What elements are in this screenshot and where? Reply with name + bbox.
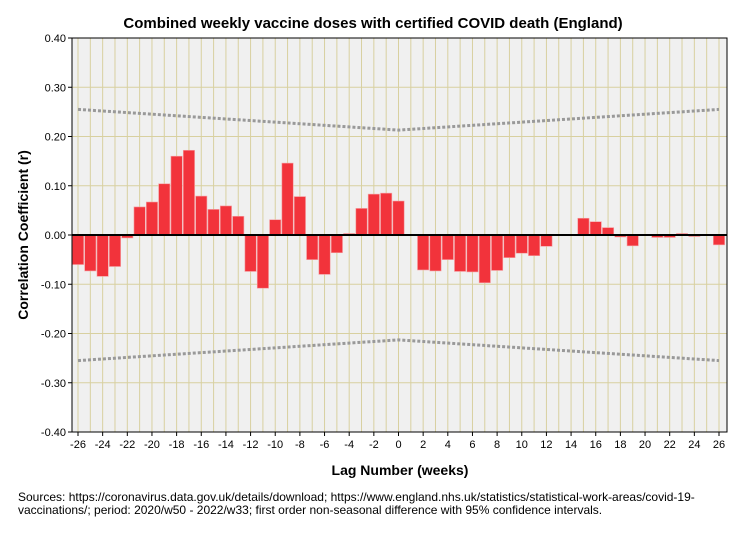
x-tick-label: -8 (295, 439, 305, 451)
bar (207, 209, 220, 236)
y-tick-label: -0.40 (41, 427, 66, 439)
bar (133, 206, 146, 236)
bar (96, 234, 109, 277)
x-tick-label: 8 (494, 439, 500, 451)
bar (355, 208, 368, 236)
y-tick-label: -0.10 (41, 279, 66, 291)
bar (478, 234, 491, 284)
bar (417, 234, 430, 271)
x-tick-label: -10 (267, 439, 283, 451)
x-tick-label: -26 (70, 439, 86, 451)
y-axis-label: Correlation Coefficient (r) (15, 150, 31, 320)
x-axis-label: Lag Number (weeks) (332, 462, 469, 478)
bar (626, 234, 639, 247)
y-tick-label: 0.00 (45, 230, 66, 242)
bar (232, 215, 245, 236)
x-tick-label: 26 (713, 439, 725, 451)
sources-note: Sources: https://coronavirus.data.gov.uk… (18, 490, 695, 517)
x-tick-label: 18 (614, 439, 626, 451)
bar (158, 183, 171, 236)
y-tick-label: -0.20 (41, 329, 66, 341)
y-tick-label: -0.30 (41, 378, 66, 390)
bar (429, 234, 442, 272)
x-tick-label: 0 (395, 439, 401, 451)
bar (72, 234, 84, 265)
x-tick-label: 14 (565, 439, 577, 451)
bar (244, 234, 257, 272)
x-tick-label: 20 (639, 439, 651, 451)
x-tick-label: 6 (469, 439, 475, 451)
bar (491, 234, 504, 271)
plot-frame (71, 37, 728, 433)
lower-confidence-bound (77, 338, 720, 363)
bar (84, 234, 97, 272)
bar (441, 234, 454, 260)
x-tick-label: -24 (95, 439, 111, 451)
bar (318, 234, 331, 275)
x-tick-label: -4 (344, 439, 354, 451)
x-tick-label: 10 (516, 439, 528, 451)
bar (503, 234, 516, 258)
bar (589, 221, 602, 236)
x-tick-label: 16 (590, 439, 602, 451)
bar (219, 205, 232, 236)
y-tick-label: 0.10 (45, 181, 66, 193)
bar (602, 227, 615, 236)
bar (367, 193, 380, 236)
bar (269, 219, 282, 236)
chart-title: Combined weekly vaccine doses with certi… (123, 15, 622, 32)
bar (577, 217, 590, 236)
y-tick-label: 0.40 (45, 33, 66, 45)
x-tick-label: -16 (193, 439, 209, 451)
y-tick-label: 0.20 (45, 132, 66, 144)
bar (182, 149, 195, 236)
bar (392, 200, 405, 236)
x-tick-label: -6 (320, 439, 330, 451)
bar (713, 234, 725, 246)
x-tick-label: -14 (218, 439, 234, 451)
bar (145, 201, 158, 236)
y-tick-label: 0.30 (45, 82, 66, 94)
x-tick-label: -12 (243, 439, 259, 451)
bar (466, 234, 479, 273)
x-tick-label: 24 (688, 439, 700, 451)
x-tick-label: 4 (445, 439, 451, 451)
bar (195, 195, 208, 236)
bar (109, 234, 121, 267)
x-tick-label: -22 (119, 439, 135, 451)
bar (528, 234, 541, 256)
bar (515, 234, 528, 254)
bar (540, 234, 553, 247)
x-tick-label: -20 (144, 439, 160, 451)
upper-confidence-bound (77, 107, 720, 132)
bar (256, 234, 269, 289)
x-tick-label: -2 (369, 439, 379, 451)
x-tick-label: 12 (540, 439, 552, 451)
bar (170, 155, 183, 236)
bar (330, 234, 343, 254)
x-tick-label: -18 (169, 439, 185, 451)
bar (306, 234, 319, 260)
x-tick-label: 2 (420, 439, 426, 451)
bar (454, 234, 467, 272)
x-tick-label: 22 (664, 439, 676, 451)
bar (281, 162, 294, 236)
bar (380, 192, 393, 236)
bar (293, 196, 306, 236)
